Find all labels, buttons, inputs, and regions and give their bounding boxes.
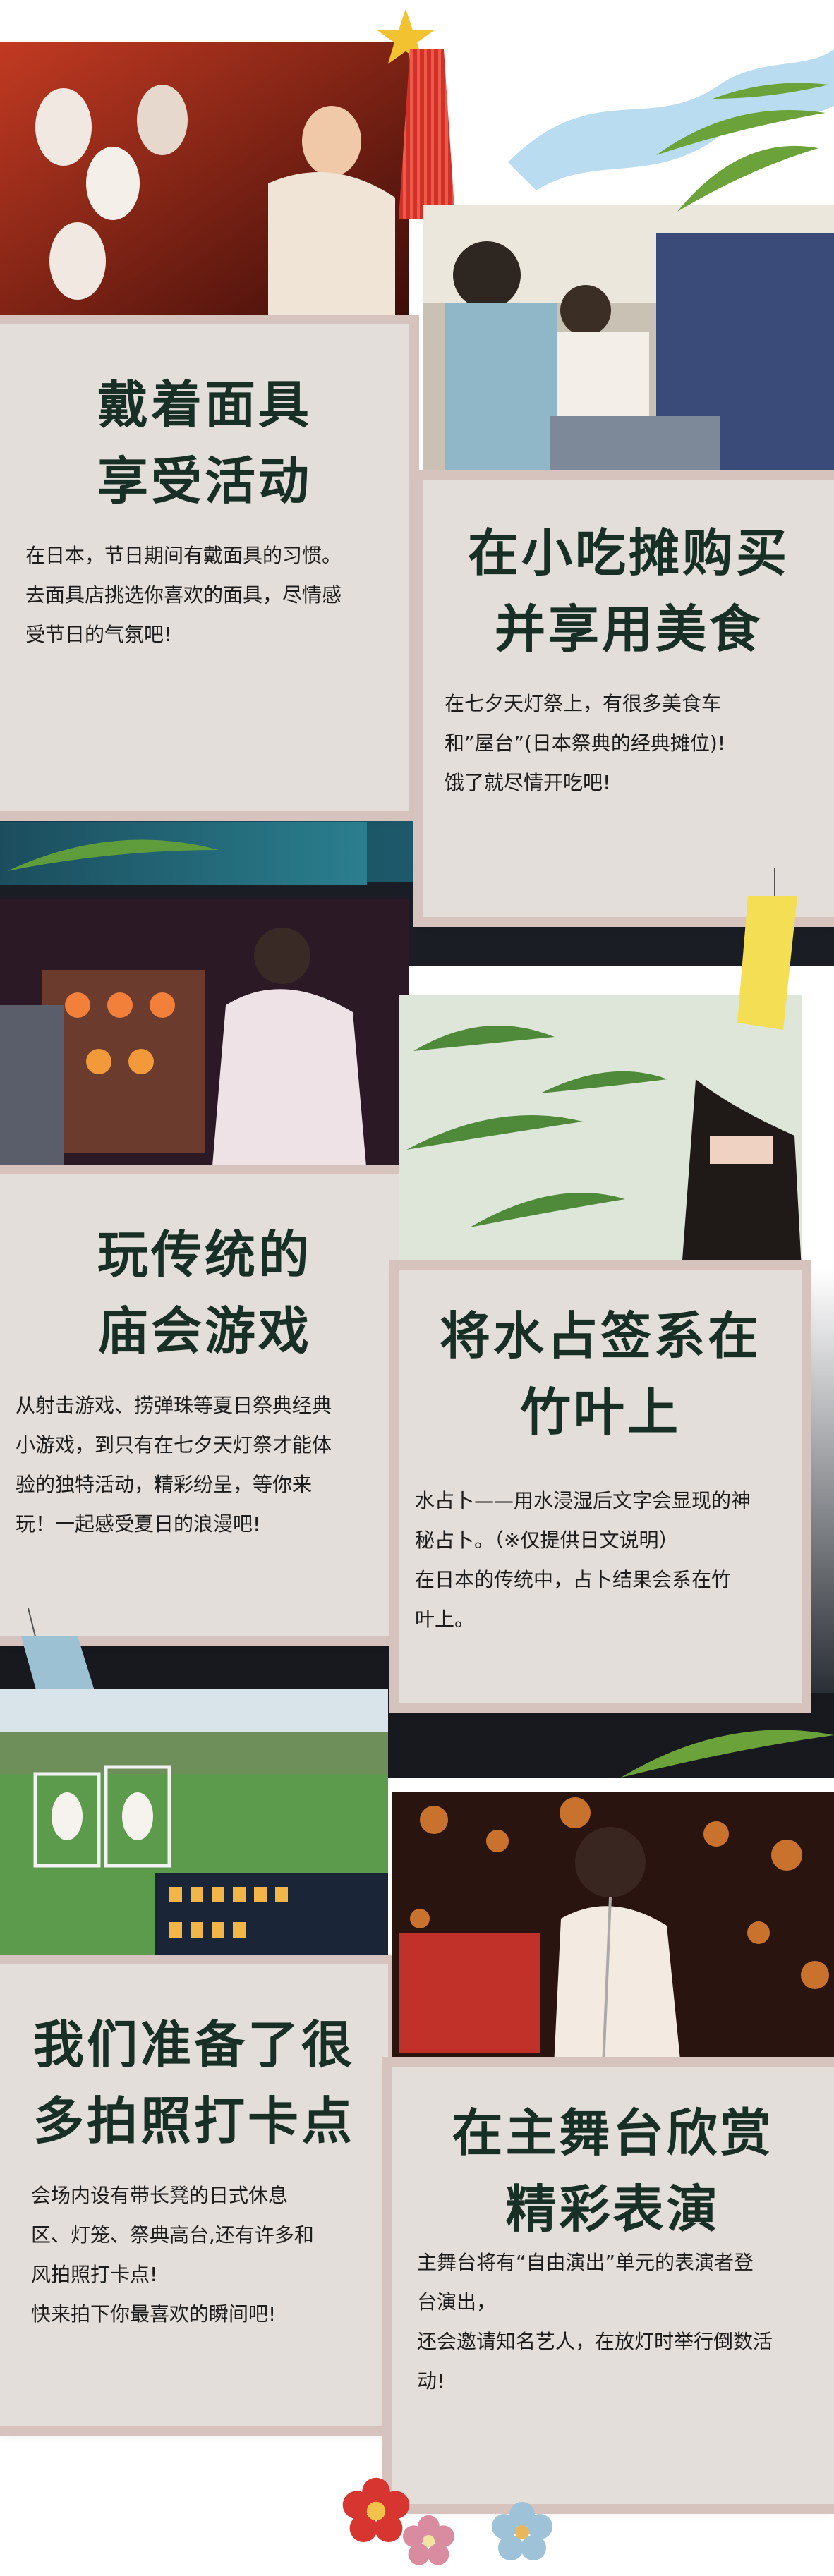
section-body-photo: 会场内设有带长凳的日式休息 区、灯笼、祭典高台,还有许多和 风拍照打卡点! 快来… bbox=[31, 2184, 314, 2326]
section-card-masks: 戴着面具 享受活动 在日本，节日期间有戴面具的习惯。 去面具店挑选你喜欢的面具，… bbox=[0, 324, 409, 811]
section-card-photo: 我们准备了很 多拍照打卡点 会场内设有带长凳的日式休息 区、灯笼、祭典高台,还有… bbox=[0, 1964, 388, 2426]
section-body-fortune: 水占卜——用水浸湿后文字会显现的神 秘占卜。（※仅提供日文说明） 在日本的传统中… bbox=[415, 1489, 751, 1631]
pink-flower-icon bbox=[402, 2515, 455, 2565]
section-title-photo: 我们准备了很 多拍照打卡点 bbox=[32, 2015, 355, 2151]
section-title-stage: 在主舞台欣赏 精彩表演 bbox=[452, 2103, 774, 2239]
yellow-tag-decoration bbox=[737, 868, 797, 1030]
leaf-decoration-left bbox=[7, 839, 219, 871]
photo-spot-photo bbox=[0, 1689, 388, 1964]
shooting-game-photo bbox=[0, 899, 409, 1174]
red-flower-icon bbox=[342, 2477, 410, 2542]
section-body-food: 在七夕天灯祭上，有很多美食车 和”屋台”(日本祭典的经典摊位)! 饿了就尽情开吃… bbox=[445, 692, 726, 794]
section-body-stage: 主舞台将有“自由演出”单元的表演者登 台演出， 还会邀请知名艺人，在放灯时举行倒… bbox=[417, 2251, 773, 2393]
section-card-games: 玩传统的 庙会游戏 从射击游戏、捞弹珠等夏日祭典经典 小游戏，到只有在七夕天灯祭… bbox=[0, 1174, 409, 1636]
leaf-decoration-right bbox=[621, 1730, 834, 1778]
section-card-food: 在小吃摊购买 并享用美食 在七夕天灯祭上，有很多美食车 和”屋台”(日本祭典的经… bbox=[423, 480, 834, 917]
blue-flower-icon bbox=[492, 2502, 552, 2560]
section-title-masks: 戴着面具 享受活动 bbox=[97, 375, 312, 511]
bamboo-fortune-photo bbox=[399, 995, 802, 1270]
section-body-games: 从射击游戏、捞弹珠等夏日祭典经典 小游戏，到只有在七夕天灯祭才能体 验的独特活动… bbox=[16, 1394, 332, 1536]
section-card-stage: 在主舞台欣赏 精彩表演 主舞台将有“自由演出”单元的表演者登 台演出， 还会邀请… bbox=[392, 2067, 834, 2504]
section-title-fortune: 将水占签系在 竹叶上 bbox=[439, 1306, 761, 1442]
star-icon bbox=[376, 8, 435, 64]
section-body-masks: 在日本，节日期间有戴面具的习惯。 去面具店挑选你喜欢的面具，尽情感 受节日的气氛… bbox=[25, 544, 342, 646]
bamboo-leaves-decoration bbox=[656, 83, 829, 212]
water-swoosh-decoration bbox=[508, 49, 834, 190]
stage-performance-photo bbox=[392, 1792, 834, 2067]
section-title-food: 在小吃摊购买 并享用美食 bbox=[467, 523, 790, 659]
mask-shop-photo bbox=[0, 42, 409, 324]
section-title-games: 玩传统的 庙会游戏 bbox=[97, 1225, 312, 1361]
food-stall-photo bbox=[423, 205, 834, 480]
section-card-fortune: 将水占签系在 竹叶上 水占卜——用水浸湿后文字会显现的神 秘占卜。（※仅提供日文… bbox=[399, 1270, 802, 1703]
